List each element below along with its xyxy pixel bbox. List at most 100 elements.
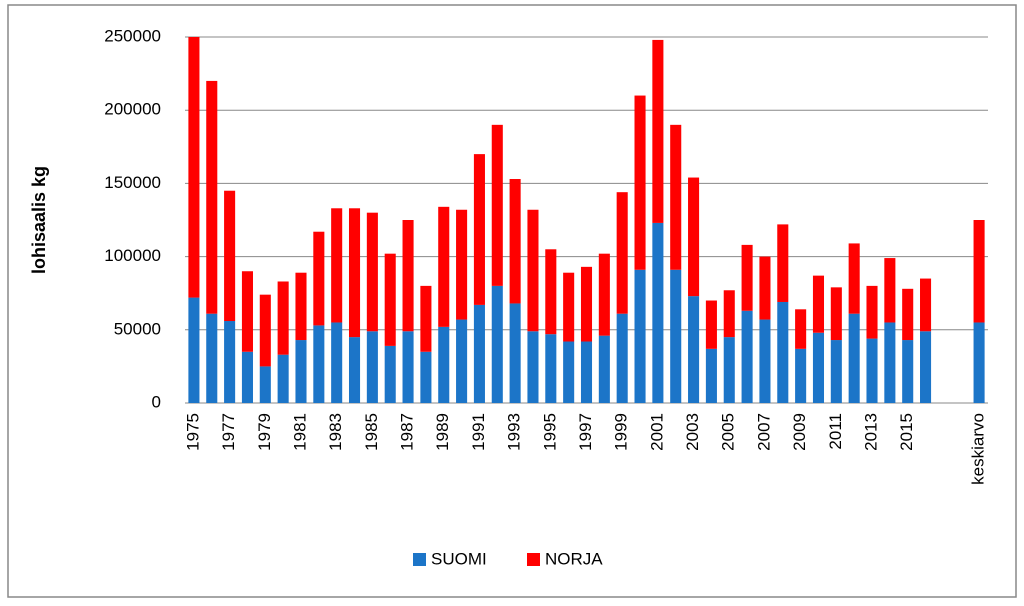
bar-segment [812, 275, 825, 333]
bar-segment [866, 285, 878, 339]
x-tick-label: 1991 [469, 413, 488, 451]
bar-segment [741, 310, 753, 403]
bar-segment [830, 340, 842, 403]
bar-segment [902, 288, 914, 341]
bar-segment [402, 220, 414, 332]
bar-segment [670, 269, 682, 403]
bar-segment [973, 322, 985, 403]
x-tick-label: 1985 [362, 413, 381, 451]
bar-segment [973, 220, 985, 323]
x-tick-label: 1987 [398, 413, 417, 451]
bar-segment [241, 351, 253, 403]
bar-segment [206, 80, 218, 314]
bar-segment [563, 272, 575, 342]
y-axis-title: lohisaalis kg [29, 166, 49, 274]
bar-segment [634, 269, 646, 403]
bar-segment [438, 326, 450, 403]
bar-segment [384, 345, 396, 403]
x-tick-label: 2013 [861, 413, 880, 451]
legend-label: SUOMI [431, 549, 487, 568]
bar-segment [705, 300, 717, 349]
bar-segment [920, 331, 932, 403]
bar-segment [723, 337, 735, 403]
bar-segment [206, 313, 218, 403]
y-tick-label: 0 [152, 392, 161, 411]
x-tick-label: 2005 [719, 413, 738, 451]
bar-segment [884, 322, 896, 403]
y-tick-label: 50000 [114, 319, 161, 338]
bar-segment [616, 313, 628, 403]
bar-segment [456, 319, 468, 403]
bar-segment [420, 351, 432, 403]
bar-segment [509, 303, 521, 403]
bar-segment [652, 222, 664, 403]
bar-segment [491, 124, 503, 286]
bar-segment [295, 340, 307, 403]
x-tick-label: 1999 [612, 413, 631, 451]
x-tick-label: 2011 [826, 413, 845, 450]
x-tick-label: 1981 [290, 413, 309, 451]
bar-segment [580, 341, 593, 403]
bar-segment [759, 319, 771, 403]
y-tick-label: 150000 [104, 173, 161, 192]
bar-segment [777, 301, 789, 403]
bar-segment [848, 243, 860, 314]
bar-segment [866, 338, 878, 403]
x-tick-label: 2015 [897, 413, 916, 451]
y-tick-label: 200000 [104, 100, 161, 119]
bar-segment [688, 296, 700, 403]
bar-segment [705, 348, 717, 403]
bar-segment [188, 297, 200, 403]
x-tick-label: 1977 [219, 413, 238, 451]
bar-segment [616, 192, 628, 314]
bar-segment [384, 253, 396, 346]
bar-segment [598, 335, 610, 403]
legend-swatch [413, 553, 426, 566]
x-tick-label: 1989 [433, 413, 452, 451]
bar-segment [509, 179, 521, 304]
bar-segment [795, 309, 807, 349]
x-tick-label: 1995 [540, 413, 559, 451]
x-tick-label: 2001 [647, 413, 666, 451]
bar-segment [224, 190, 236, 322]
bar-segment [491, 285, 503, 403]
x-tick-label: 2009 [790, 413, 809, 451]
bar-segment [741, 244, 753, 311]
x-tick-label: 1979 [255, 413, 274, 451]
bar-segment [580, 266, 593, 342]
bar-segment [456, 209, 468, 320]
bar-segment [545, 334, 557, 403]
bar-segment [527, 331, 539, 403]
bar-segment [545, 249, 557, 335]
legend-swatch [527, 553, 540, 566]
bar-segment [759, 256, 771, 320]
bar-segment [723, 290, 735, 338]
x-tick-label: 2007 [754, 413, 773, 451]
bar-segment [920, 278, 932, 332]
bar-segment [795, 348, 807, 403]
bar-segment [277, 354, 289, 403]
bar-segment [348, 337, 361, 403]
bar-segment [295, 272, 307, 341]
bar-segment [259, 366, 271, 403]
bar-segment [902, 340, 914, 403]
bar-segment [812, 332, 825, 403]
bar-segment [563, 341, 575, 403]
x-tick-label: 1983 [326, 413, 345, 451]
x-tick-label: 1993 [505, 413, 524, 451]
bar-segment [259, 294, 271, 367]
bar-segment [188, 37, 200, 298]
x-tick-label: 1997 [576, 413, 595, 451]
bar-segment [366, 212, 378, 332]
bar-segment [438, 206, 450, 327]
bar-segment [652, 39, 664, 223]
bar-segment [670, 124, 682, 270]
bar-segment [527, 209, 539, 332]
bar-segment [848, 313, 860, 403]
bar-segment [224, 321, 236, 403]
y-tick-label: 100000 [104, 246, 161, 265]
bar-segment [277, 281, 289, 355]
bar-segment [313, 325, 325, 403]
